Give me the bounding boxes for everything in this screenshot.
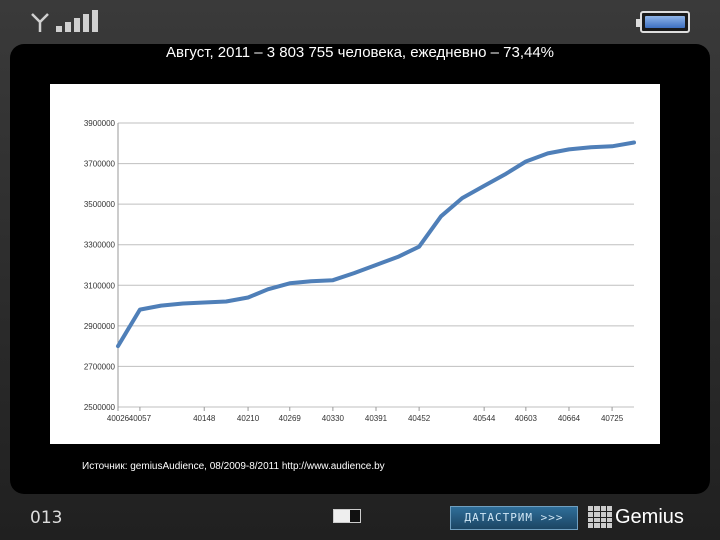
source-note: Источник: gemiusAudience, 08/2009-8/2011… xyxy=(82,461,385,472)
signal-icon xyxy=(31,10,98,32)
page-number: 013 xyxy=(30,508,63,528)
brand-name: Gemius xyxy=(615,505,684,528)
x-tick-label: 40330 xyxy=(322,414,345,423)
x-tick-label: 40452 xyxy=(408,414,431,423)
gemius-logo-icon xyxy=(588,506,612,528)
x-tick-label: 40148 xyxy=(193,414,216,423)
y-tick-label: 2500000 xyxy=(84,403,116,412)
series-line xyxy=(116,140,636,349)
y-tick-label: 3100000 xyxy=(84,281,116,290)
gemius-logo: Gemius xyxy=(588,504,684,530)
y-tick-label: 2900000 xyxy=(84,322,116,331)
x-tick-label: 40391 xyxy=(365,414,388,423)
x-tick-label: 40210 xyxy=(237,414,260,423)
x-tick-label: 40057 xyxy=(129,414,152,423)
chart-plot-area: 2500000 2700000 2900000 3100000 3300000 35000… xyxy=(50,84,660,444)
x-tick-label: 40269 xyxy=(279,414,302,423)
y-tick-label: 3900000 xyxy=(84,119,116,128)
x-tick-label: 40026 xyxy=(107,414,130,423)
y-tick-label: 3500000 xyxy=(84,200,116,209)
slide-title: Август, 2011 – 3 803 755 человека, ежедн… xyxy=(165,44,555,61)
datastream-button[interactable]: ДАТАСТРИМ >>> xyxy=(450,506,578,530)
x-tick-label: 40544 xyxy=(473,414,496,423)
line-chart: 2500000 2700000 2900000 3100000 3300000 35000… xyxy=(84,119,636,423)
x-tick-label: 40603 xyxy=(515,414,538,423)
x-tick-label: 40725 xyxy=(601,414,624,423)
y-tick-label: 2700000 xyxy=(84,362,116,371)
x-tick-label: 40664 xyxy=(558,414,581,423)
battery-icon xyxy=(636,11,690,33)
view-toggle[interactable] xyxy=(333,509,361,523)
y-tick-label: 3700000 xyxy=(84,160,116,169)
y-tick-label: 3300000 xyxy=(84,241,116,250)
